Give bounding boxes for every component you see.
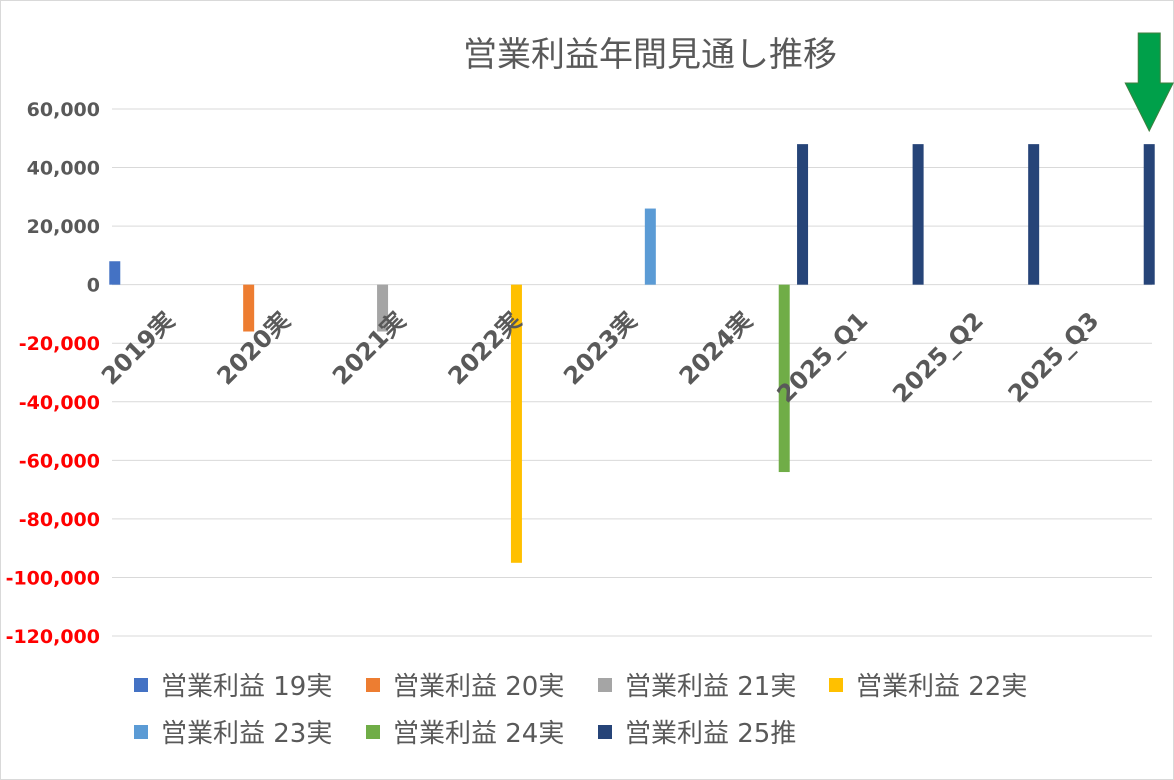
legend-swatch bbox=[598, 725, 612, 739]
y-tick-label: -60,000 bbox=[19, 450, 100, 472]
y-tick-label: -120,000 bbox=[6, 626, 100, 648]
legend-swatch bbox=[598, 678, 612, 692]
bar bbox=[243, 284, 255, 332]
bars bbox=[109, 144, 1155, 563]
x-tick-label: 2021実 bbox=[327, 306, 411, 390]
y-tick-label: 40,000 bbox=[27, 158, 100, 180]
x-tick-label: 2024実 bbox=[674, 306, 758, 390]
down-arrow-icon bbox=[1124, 32, 1174, 133]
bar bbox=[510, 284, 522, 563]
legend-label: 営業利益 23実 bbox=[161, 719, 332, 749]
y-tick-label: 20,000 bbox=[27, 216, 100, 238]
x-tick-label: 2025_Q3 bbox=[1003, 306, 1105, 408]
y-axis-ticks: 60,000 40,000 20,000 0 -20,000 -40,000 -60,000… bbox=[6, 99, 100, 648]
legend-label: 営業利益 19実 bbox=[161, 672, 332, 702]
legend-label: 営業利益 22実 bbox=[856, 672, 1027, 702]
x-tick-label: 2023実 bbox=[558, 306, 642, 390]
bar bbox=[797, 144, 809, 285]
legend-swatch bbox=[134, 678, 148, 692]
legend-label: 営業利益 20実 bbox=[393, 672, 564, 702]
chart-title: 営業利益年間見通し推移 bbox=[463, 35, 837, 75]
legend-swatch bbox=[829, 678, 843, 692]
y-tick-label: 60,000 bbox=[27, 99, 100, 121]
legend-swatch bbox=[366, 678, 380, 692]
y-tick-label: -100,000 bbox=[6, 567, 100, 589]
bar bbox=[778, 284, 790, 473]
annotations bbox=[1124, 32, 1174, 133]
bar bbox=[1143, 144, 1155, 285]
y-tick-label: 0 bbox=[87, 275, 100, 297]
y-tick-label: -20,000 bbox=[19, 333, 100, 355]
legend-label: 営業利益 24実 bbox=[393, 719, 564, 749]
bar bbox=[377, 284, 389, 332]
x-tick-label: 2019実 bbox=[96, 306, 180, 390]
x-tick-label: 2025_Q2 bbox=[887, 306, 989, 408]
bar bbox=[109, 261, 121, 285]
bar bbox=[1028, 144, 1040, 285]
bar bbox=[912, 144, 924, 285]
legend-label: 営業利益 25推 bbox=[625, 719, 796, 749]
y-tick-label: -80,000 bbox=[19, 509, 100, 531]
gridlines bbox=[112, 108, 1152, 637]
bar bbox=[644, 208, 656, 285]
legend-label: 営業利益 21実 bbox=[625, 672, 796, 702]
legend-swatch bbox=[366, 725, 380, 739]
y-tick-label: -40,000 bbox=[19, 392, 100, 414]
legend-swatch bbox=[134, 725, 148, 739]
